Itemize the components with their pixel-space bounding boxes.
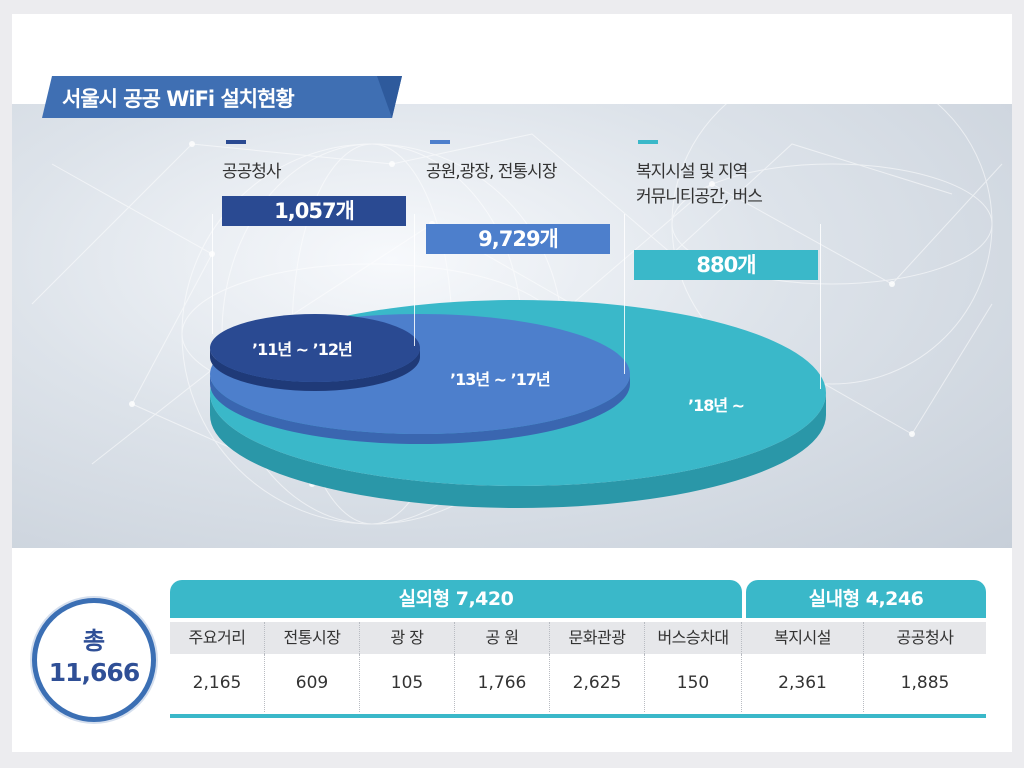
value-cell: 105: [360, 654, 455, 712]
chart-layer-2011-2012: [210, 314, 420, 391]
category-label-2: 공원,광장, 전통시장: [426, 162, 557, 182]
table-bottom-rule: [170, 714, 986, 718]
value-cell: 2,165: [170, 654, 265, 712]
legend-swatch-3: [638, 140, 658, 144]
header-cell: 전통시장: [265, 622, 360, 654]
value-cell: 609: [265, 654, 360, 712]
value-cell: 150: [645, 654, 742, 712]
category-value-1: 1,057개: [222, 196, 406, 226]
value-cell: 2,361: [742, 654, 864, 712]
value-cell: 2,625: [550, 654, 645, 712]
header-cell: 문화관광: [550, 622, 645, 654]
infographic-frame: 서울시 공공 WiFi 설치현황 공공청사 1,057개 공원,광장, 전통시장…: [12, 14, 1012, 752]
legend-swatch-1: [226, 140, 246, 144]
value-cell: 1,885: [900, 673, 950, 693]
wifi-install-chart: [210, 300, 826, 508]
value-cell: 1,766: [455, 654, 550, 712]
total-value: 11,666: [48, 658, 140, 687]
category-label-1: 공공청사: [222, 162, 282, 182]
period-label-3: ’18년 ~: [688, 396, 745, 415]
group-header-indoor: 실내형 4,246: [746, 580, 986, 618]
table-header-row: 주요거리 전통시장 광 장 공 원 문화관광 버스승차대 복지시설 공공청사: [170, 622, 986, 654]
header-cell: 광 장: [360, 622, 455, 654]
total-label: 총: [82, 627, 106, 655]
guide-line-2: [414, 214, 415, 346]
title-banner: [42, 76, 402, 118]
total-badge: 총 11,666: [32, 598, 156, 722]
legend-swatch-2: [430, 140, 450, 144]
guide-line-4: [820, 224, 821, 389]
category-value-2: 9,729개: [426, 224, 610, 254]
guide-line-1: [212, 214, 213, 334]
period-label-1: ’11년 ~ ’12년: [252, 340, 353, 359]
header-cell: 복지시설: [742, 622, 864, 654]
category-value-3: 880개: [634, 250, 818, 280]
header-cell: 공공청사: [896, 628, 954, 647]
header-cell: 공 원: [455, 622, 550, 654]
period-label-2: ’13년 ~ ’17년: [450, 370, 551, 389]
header-cell: 주요거리: [170, 622, 265, 654]
category-label-3: 복지시설 및 지역 커뮤니티공간, 버스: [636, 162, 763, 207]
header-cell: 버스승차대: [645, 622, 742, 654]
table-value-row: 2,165 609 105 1,766 2,625 150 2,361 1,88…: [170, 654, 986, 712]
group-header-outdoor: 실외형 7,420: [170, 580, 742, 618]
page-title: 서울시 공공 WiFi 설치현황: [62, 87, 295, 111]
guide-line-3: [624, 214, 625, 374]
